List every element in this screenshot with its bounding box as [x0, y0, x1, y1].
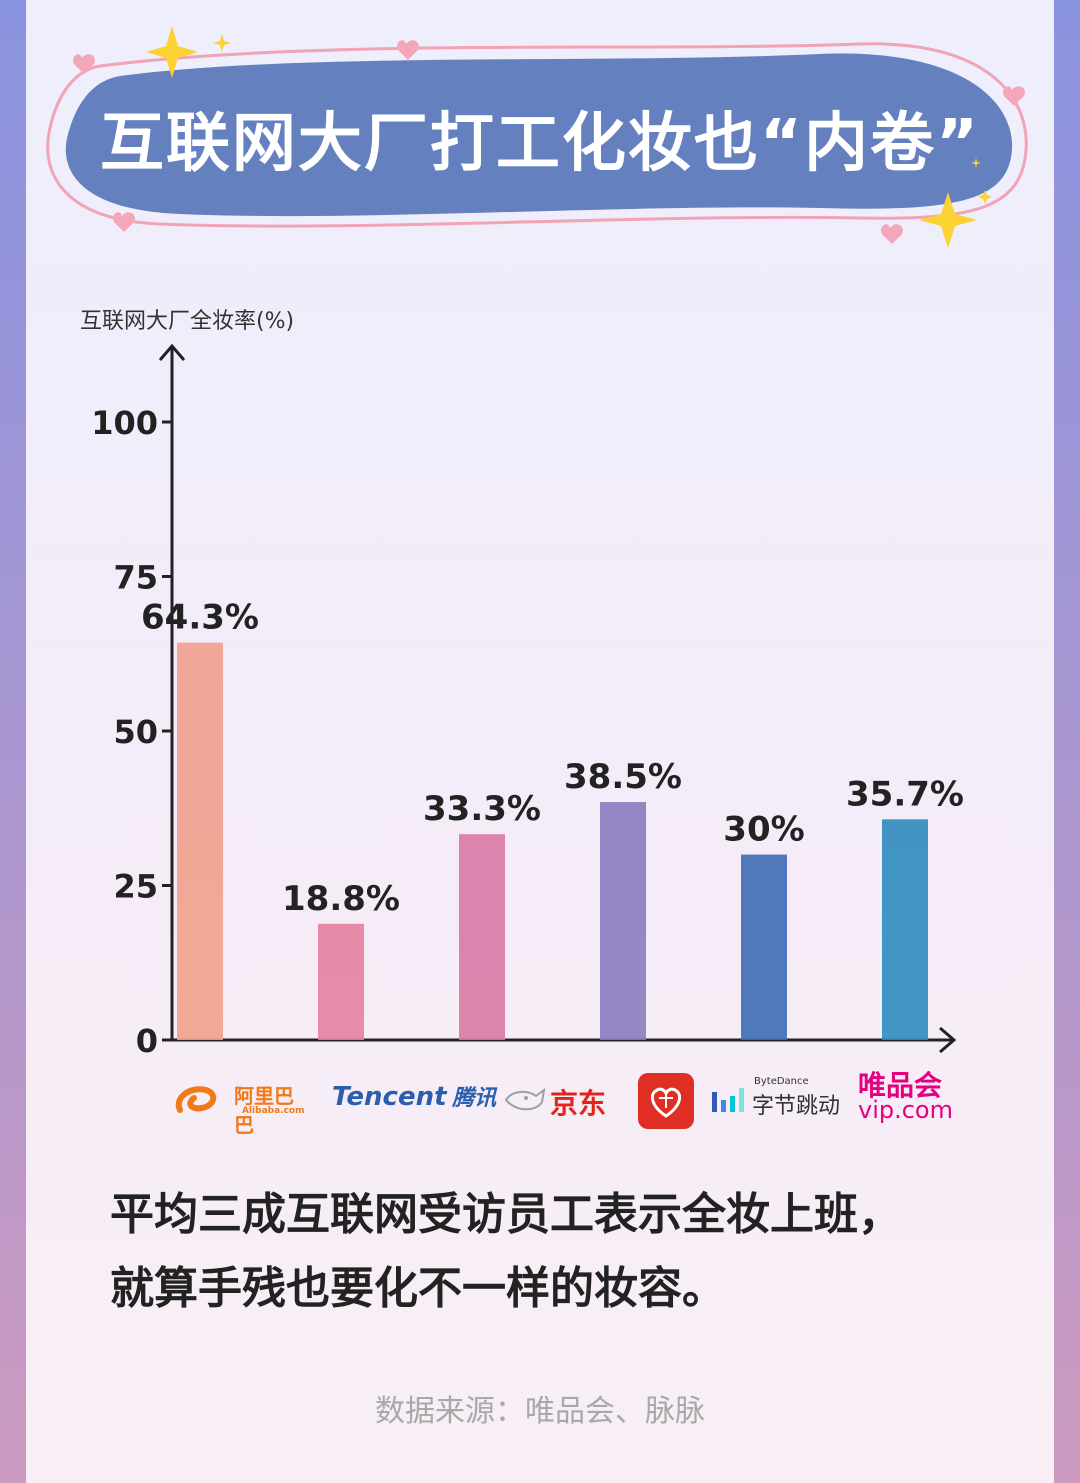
bar-4: [600, 802, 646, 1040]
bar-3: [459, 834, 505, 1040]
value-label: 38.5%: [564, 757, 682, 797]
value-label: 35.7%: [846, 774, 964, 814]
makeup-rate-chart: 互联网大厂全妆率(%) 0 25 50 75 100 64.3% 18.8% 33.3% 38…: [80, 309, 964, 1060]
value-label-group: 64.3% 18.8% 33.3% 38.5% 30% 35.7%: [141, 598, 964, 919]
y-tick-label: 75: [113, 559, 158, 597]
page-title: 互联网大厂打工化妆也“内卷”: [99, 107, 981, 181]
jd-cn-text: 京东: [550, 1087, 607, 1120]
alibaba-logo: 阿里巴巴 Alibaba.com: [172, 1080, 312, 1137]
bar-6: [882, 819, 928, 1040]
value-label: 30%: [723, 810, 804, 850]
vip-en-text: vip.com: [858, 1096, 953, 1124]
title-banner: 互联网大厂打工化妆也“内卷”: [0, 0, 1080, 260]
bytedance-en-text: ByteDance: [754, 1076, 809, 1087]
bar-2: [318, 923, 364, 1040]
summary-line-2: 就算手残也要化不一样的妆容。: [110, 1263, 726, 1314]
summary-text: 平均三成互联网受访员工表示全妆上班， 就算手残也要化不一样的妆容。: [110, 1178, 990, 1326]
tencent-en-text: Tencent: [332, 1082, 447, 1112]
axes: [158, 343, 957, 1054]
value-label: 33.3%: [423, 789, 541, 829]
bar-group: [177, 642, 928, 1040]
summary-line-1: 平均三成互联网受访员工表示全妆上班，: [110, 1189, 902, 1240]
data-source: 数据来源：唯品会、脉脉: [375, 1394, 705, 1429]
value-label: 64.3%: [141, 598, 259, 638]
bytedance-logo: ByteDance 字节跳动: [712, 1076, 852, 1124]
sparkle-icon: [146, 26, 992, 248]
pinduoduo-logo: [637, 1072, 695, 1134]
alibaba-cn-text: 阿里巴巴: [234, 1084, 294, 1137]
y-tick-label: 0: [136, 1022, 158, 1060]
y-tick-label: 25: [113, 868, 158, 906]
y-axis-label: 互联网大厂全妆率(%): [80, 309, 294, 334]
tencent-cn-text: 腾讯: [452, 1086, 497, 1111]
company-logos: 阿里巴巴 Alibaba.com Tencent 腾讯 京东 ByteDance…: [0, 1060, 1080, 1140]
tencent-logo: Tencent 腾讯: [332, 1080, 496, 1112]
y-tick-label: 100: [91, 404, 158, 442]
vip-logo: 唯品会 vip.com: [858, 1064, 968, 1128]
title-banner-shape: [46, 26, 1028, 248]
bar-5: [741, 854, 787, 1040]
alibaba-en-text: Alibaba.com: [242, 1106, 305, 1116]
bytedance-cn-text: 字节跳动: [752, 1094, 841, 1119]
bytedance-icon: [712, 1088, 744, 1112]
jd-dog-icon: [504, 1087, 546, 1111]
vip-cn-text: 唯品会: [858, 1069, 943, 1102]
value-label: 18.8%: [282, 879, 400, 919]
heart-icon: [73, 40, 1025, 244]
y-tick-label: 50: [113, 713, 158, 751]
jd-logo: 京东: [502, 1078, 612, 1122]
bar-1: [177, 642, 223, 1040]
alibaba-icon: [175, 1086, 217, 1113]
pinduoduo-icon: [638, 1073, 694, 1129]
y-tick-group: 0 25 50 75 100: [91, 404, 172, 1060]
